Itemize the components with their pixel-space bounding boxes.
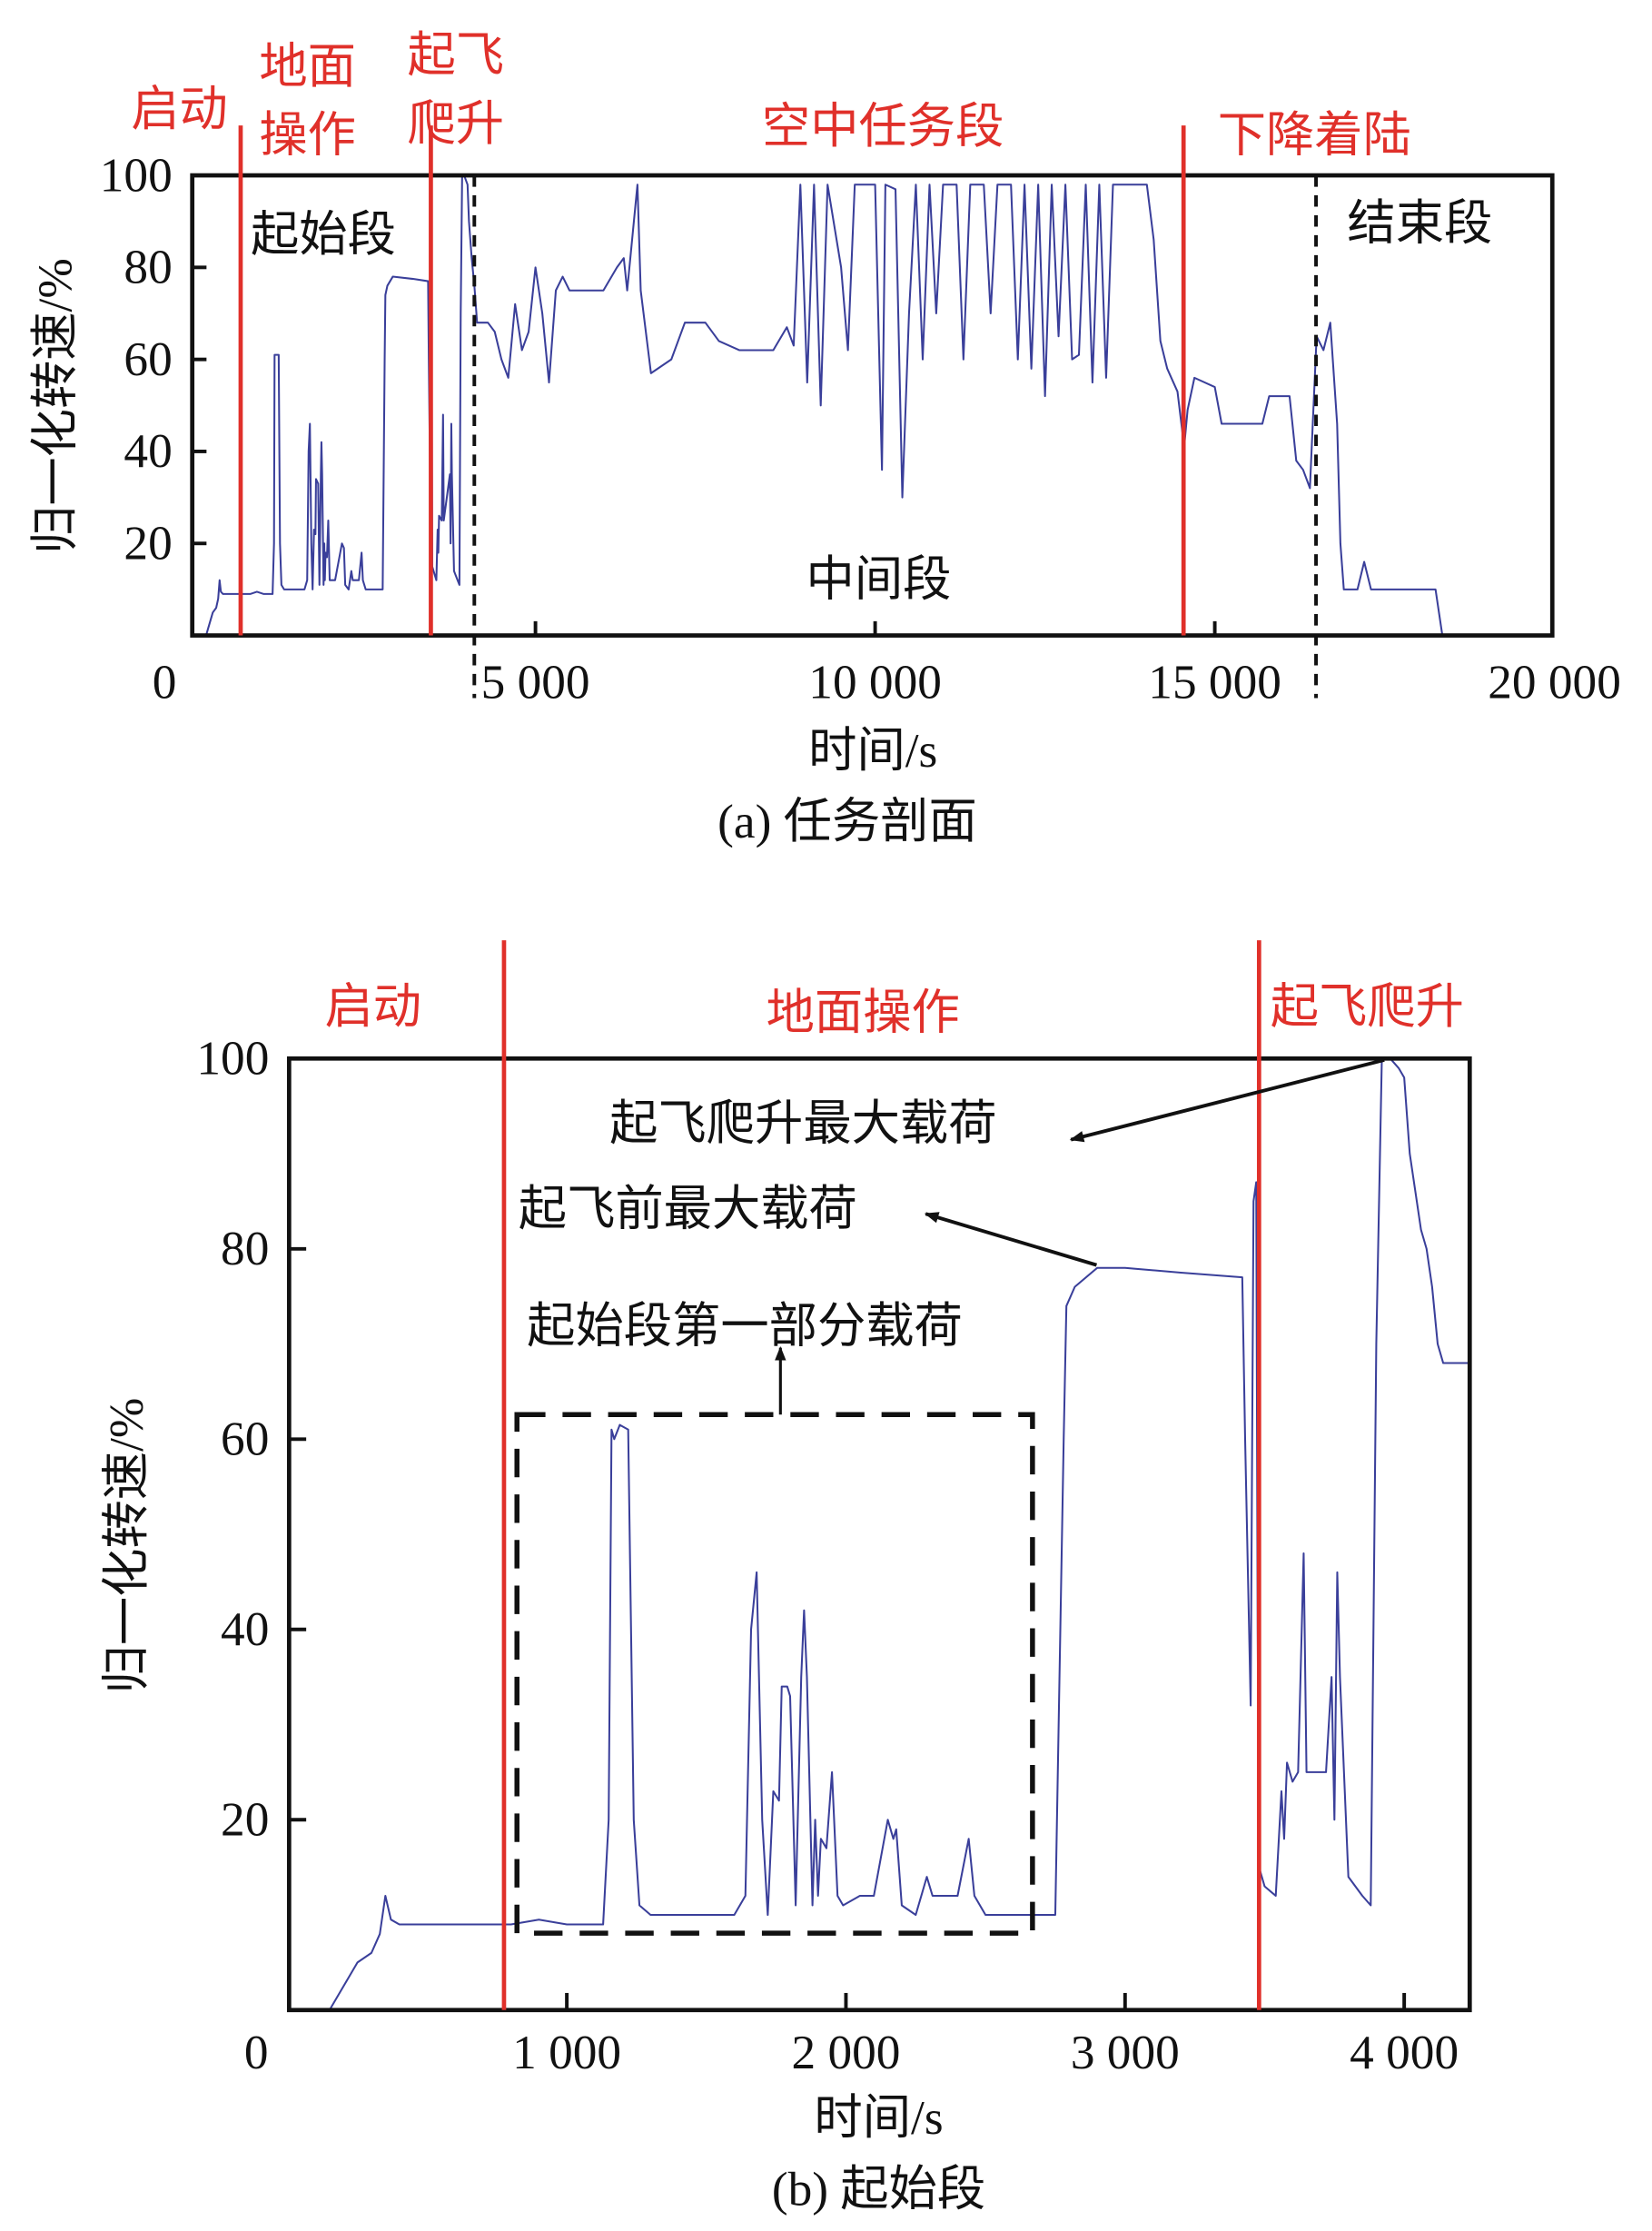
y-tick-label: 60 <box>221 1412 269 1466</box>
arrow-pre-takeoff-max <box>924 1212 1098 1267</box>
phase-label-mission: 空中任务段 <box>762 99 1004 154</box>
y-tick-label: 80 <box>124 240 172 294</box>
x-axis-label: 时间/s <box>808 723 937 778</box>
plot-frame <box>286 1056 1472 2013</box>
y-axis-label: 归一化转速/% <box>99 1398 153 1694</box>
y-tick-label: 40 <box>124 423 172 478</box>
x-tick-label: 4 000 <box>1350 2025 1459 2079</box>
annotation-climb-max-load: 起飞爬升最大载荷 <box>609 1096 996 1151</box>
x-tick-label: 1 000 <box>512 2025 621 2079</box>
series-line <box>204 174 1444 636</box>
phase-label-takeoff-1: 起飞 <box>407 28 504 83</box>
phase-label-start: 启动 <box>325 979 422 1034</box>
x-tick-label: 10 000 <box>808 655 942 709</box>
phase-label-ground: 地面操作 <box>767 985 960 1039</box>
x-axis-label: 时间/s <box>814 2090 943 2145</box>
x-tick-label: 3 000 <box>1071 2025 1180 2079</box>
phase-label-takeoff-2: 爬升 <box>407 96 504 151</box>
x-tick-label: 15 000 <box>1148 655 1281 709</box>
phase-label-ground-2: 操作 <box>259 107 356 162</box>
chart-mission-profile: 0 5 000 10 000 15 000 20 000 20 40 60 80 100 启动 地… <box>27 28 1620 849</box>
y-tick-label: 20 <box>124 515 172 570</box>
chart-title: (b) 起始段 <box>772 2162 985 2216</box>
x-tick-label: 0 <box>244 2025 269 2079</box>
phase-label-ground-1: 地面 <box>259 39 356 94</box>
arrow-climb-max <box>1069 1057 1385 1143</box>
annotation-initial-first-part-load: 起始段第一部分载荷 <box>527 1298 963 1353</box>
phase-label-landing: 下降着陆 <box>1218 107 1411 162</box>
annotation-pre-takeoff-max-load: 起飞前最大载荷 <box>519 1182 857 1236</box>
plot-frame <box>190 173 1555 638</box>
y-tick-label: 60 <box>124 332 172 386</box>
x-tick-label: 5 000 <box>481 655 590 709</box>
chart-title: (a) 任务剖面 <box>717 794 977 848</box>
series-line <box>328 1057 1470 2011</box>
y-tick-label: 40 <box>221 1601 269 1656</box>
chart-initial-segment: 0 1 000 2 000 3 000 4 000 20 40 60 80 100 启动 地面操作… <box>99 940 1472 2216</box>
y-axis-label: 归一化转速/% <box>27 258 82 554</box>
phase-label-start: 启动 <box>131 82 228 136</box>
y-tick-label: 100 <box>196 1031 269 1086</box>
y-tick-label: 20 <box>221 1792 269 1847</box>
segment-label-initial: 起始段 <box>251 207 396 262</box>
y-tick-label: 100 <box>100 147 173 202</box>
x-tick-label: 20 000 <box>1488 655 1621 709</box>
x-tick-label: 0 <box>153 655 177 709</box>
y-tick-label: 80 <box>221 1221 269 1275</box>
segment-label-middle: 中间段 <box>806 552 952 607</box>
segment-label-end: 结束段 <box>1347 196 1492 251</box>
phase-label-takeoff: 起飞爬升 <box>1271 979 1464 1034</box>
x-tick-label: 2 000 <box>791 2025 900 2079</box>
first-part-load-box <box>514 1412 1035 1936</box>
